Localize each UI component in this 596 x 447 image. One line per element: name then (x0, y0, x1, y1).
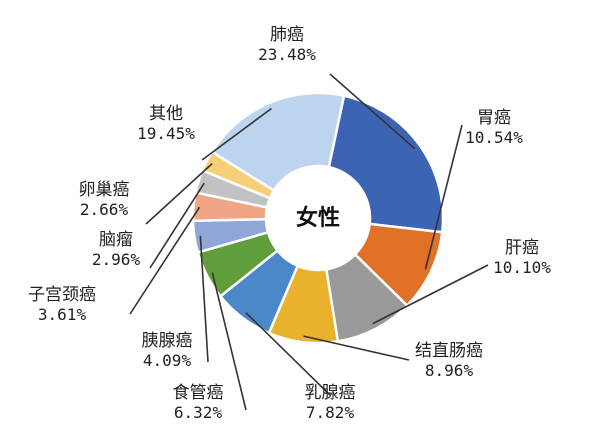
slice-category-label: 肺癌 (270, 25, 304, 45)
donut-hole (266, 166, 370, 270)
slice-category-label: 胃癌 (477, 108, 511, 128)
leader-line-9 (149, 182, 205, 269)
leader-line-8 (129, 206, 201, 315)
slice-value-label: 19.45% (137, 124, 195, 143)
slice-value-label: 7.82% (306, 403, 355, 422)
slice-value-label: 2.66% (80, 200, 129, 219)
slice-value-label: 8.96% (425, 361, 474, 380)
leader-line-5 (245, 312, 331, 396)
slice-category-label: 卵巢癌 (79, 180, 130, 200)
slice-category-label: 乳腺癌 (305, 383, 356, 403)
leader-lines (129, 73, 489, 411)
leader-line-4 (303, 335, 410, 361)
slice-value-label: 6.32% (174, 403, 223, 422)
slice-category-label: 肝癌 (505, 238, 539, 258)
slice-value-label: 10.10% (493, 258, 551, 277)
slice-category-label: 其他 (149, 104, 183, 124)
slice-value-label: 23.48% (258, 45, 316, 64)
slice-category-label: 结直肠癌 (415, 341, 483, 361)
leader-line-2 (424, 124, 463, 270)
slice-category-label: 脑瘤 (99, 230, 133, 250)
slice-value-label: 4.09% (143, 351, 192, 370)
leader-line-7 (199, 235, 209, 363)
slice-value-label: 3.61% (38, 305, 87, 324)
leader-line-3 (372, 264, 489, 325)
leader-line-10 (145, 163, 213, 225)
slice-category-label: 食管癌 (173, 383, 224, 403)
pie-slices (191, 91, 445, 345)
leader-line-11 (201, 107, 272, 161)
slice-category-label: 胰腺癌 (142, 331, 193, 351)
leader-line-1 (329, 73, 416, 150)
slice-category-label: 子宫颈癌 (28, 285, 96, 305)
slice-value-label: 2.96% (92, 250, 141, 269)
leader-line-6 (211, 272, 247, 411)
slice-value-label: 10.54% (465, 128, 523, 147)
center-label: 女性 (296, 205, 340, 231)
